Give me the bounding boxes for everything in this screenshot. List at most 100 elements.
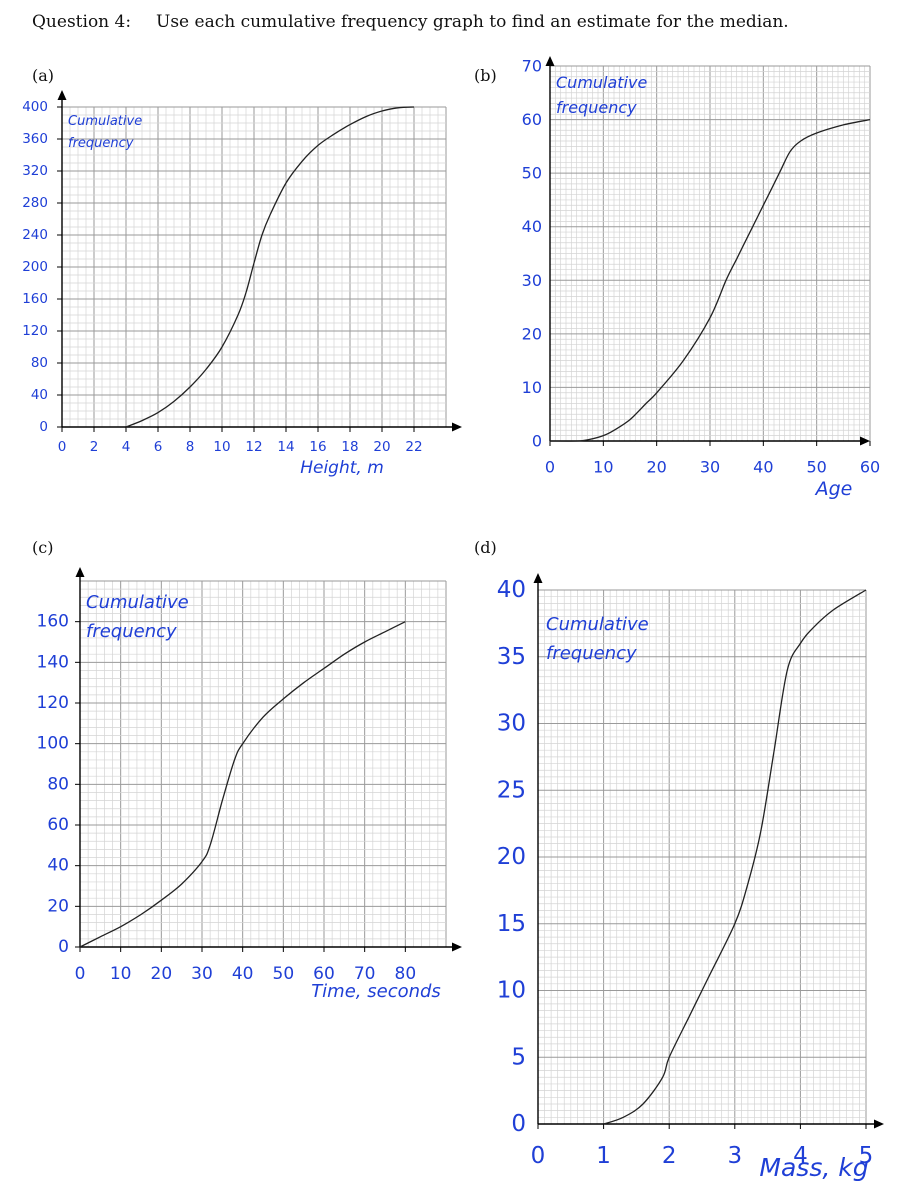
x-tick-label: 70 bbox=[354, 964, 376, 984]
y-tick-label: 0 bbox=[532, 432, 542, 451]
x-tick-label: 5 bbox=[859, 1143, 874, 1169]
chart-b: 0 10 20 30 40 50 60 70 0 10 20 30 40 50 60 Age Cumulativ… bbox=[522, 56, 880, 500]
x-tick-label: 22 bbox=[405, 439, 422, 455]
x-tick-label: 10 bbox=[593, 458, 613, 477]
y-tick-label: 20 bbox=[47, 896, 69, 916]
cumulative-frequency-curve bbox=[79, 621, 406, 948]
question-number: Question 4: bbox=[32, 12, 132, 32]
x-axis-label: Time, seconds bbox=[311, 981, 441, 1002]
y-tick-label: 0 bbox=[39, 419, 48, 435]
y-axis-label-line: Cumulative bbox=[556, 73, 647, 92]
cumulative-frequency-curve bbox=[549, 118, 871, 442]
x-tick-label: 60 bbox=[313, 964, 335, 984]
y-axis-label-line: frequency bbox=[68, 136, 134, 151]
y-axis-label: Cumulative frequency bbox=[546, 614, 649, 664]
x-axis-label: Mass, kg bbox=[759, 1153, 868, 1182]
y-tick-label: 15 bbox=[497, 911, 526, 937]
x-tick-label: 2 bbox=[662, 1143, 677, 1169]
y-tick-label: 160 bbox=[22, 291, 48, 307]
x-tick-label: 40 bbox=[753, 458, 773, 477]
chart-d-grid bbox=[537, 589, 867, 1125]
y-axis-label-line: frequency bbox=[546, 643, 637, 664]
x-tick-label: 1 bbox=[596, 1143, 611, 1169]
y-tick-label: 35 bbox=[497, 644, 526, 670]
y-tick-label: 0 bbox=[511, 1111, 526, 1137]
x-tick-label: 0 bbox=[58, 439, 67, 455]
x-tick-label: 30 bbox=[191, 964, 213, 984]
x-tick-label: 20 bbox=[373, 439, 390, 455]
y-tick-label: 200 bbox=[22, 259, 48, 275]
y-tick-label: 20 bbox=[497, 844, 526, 870]
x-tick-label: 8 bbox=[186, 439, 195, 455]
x-tick-label: 18 bbox=[341, 439, 358, 455]
part-d-label: (d) bbox=[474, 538, 497, 557]
y-tick-label: 0 bbox=[58, 937, 69, 957]
x-tick-label: 50 bbox=[273, 964, 295, 984]
y-tick-label: 140 bbox=[37, 652, 69, 672]
x-tick-label: 0 bbox=[75, 964, 86, 984]
cumulative-frequency-curve bbox=[125, 106, 415, 428]
y-tick-label: 60 bbox=[47, 815, 69, 835]
y-tick-label: 320 bbox=[22, 163, 48, 179]
y-tick-label: 10 bbox=[497, 978, 526, 1004]
x-tick-label: 20 bbox=[151, 964, 173, 984]
x-axis-arrow-icon bbox=[452, 942, 462, 952]
y-axis-arrow-icon bbox=[545, 56, 555, 66]
chart-c-grid bbox=[79, 580, 447, 948]
y-tick-label: 240 bbox=[22, 227, 48, 243]
y-tick-label: 20 bbox=[522, 324, 542, 343]
part-b-label: (b) bbox=[474, 66, 497, 85]
y-axis-label: Cumulative frequency bbox=[556, 73, 647, 117]
y-tick-label: 70 bbox=[522, 57, 542, 76]
chart-a-grid bbox=[61, 106, 447, 428]
x-tick-label: 10 bbox=[213, 439, 230, 455]
x-tick-label: 20 bbox=[646, 458, 666, 477]
x-tick-label: 16 bbox=[309, 439, 326, 455]
y-tick-label: 30 bbox=[522, 271, 542, 290]
y-axis-arrow-icon bbox=[533, 573, 543, 583]
chart-a: 0 40 80 120 160 200 240 280 320 360 400 0 2 4 6 8 10 12 14… bbox=[22, 90, 462, 478]
x-tick-label: 0 bbox=[531, 1143, 546, 1169]
x-axis-arrow-icon bbox=[452, 422, 462, 432]
y-tick-label: 120 bbox=[37, 693, 69, 713]
question-heading: Question 4: Use each cumulative frequency… bbox=[32, 12, 789, 32]
y-axis-arrow-icon bbox=[57, 90, 67, 100]
x-axis-label: Age bbox=[814, 478, 853, 500]
y-tick-label: 60 bbox=[522, 110, 542, 129]
y-tick-label: 40 bbox=[31, 387, 48, 403]
y-tick-label: 40 bbox=[522, 217, 542, 236]
x-tick-label: 6 bbox=[154, 439, 163, 455]
y-axis-arrow-icon bbox=[75, 567, 85, 577]
y-tick-label: 25 bbox=[497, 777, 526, 803]
y-axis-label: Cumulative frequency bbox=[68, 114, 142, 151]
x-tick-label: 0 bbox=[545, 458, 555, 477]
x-tick-label: 14 bbox=[277, 439, 294, 455]
part-c-label: (c) bbox=[32, 538, 54, 557]
cumulative-frequency-curve bbox=[603, 589, 867, 1125]
x-tick-label: 40 bbox=[232, 964, 254, 984]
y-tick-label: 40 bbox=[497, 577, 526, 603]
y-axis-label-line: Cumulative bbox=[86, 592, 189, 613]
y-tick-label: 40 bbox=[47, 856, 69, 876]
y-tick-label: 400 bbox=[22, 99, 48, 115]
y-tick-label: 80 bbox=[47, 774, 69, 794]
x-axis-arrow-icon bbox=[860, 436, 870, 446]
question-text: Use each cumulative frequency graph to f… bbox=[156, 12, 789, 32]
x-tick-label: 30 bbox=[700, 458, 720, 477]
x-tick-label: 3 bbox=[727, 1143, 742, 1169]
y-tick-label: 50 bbox=[522, 164, 542, 183]
x-tick-label: 12 bbox=[245, 439, 262, 455]
x-tick-label: 2 bbox=[90, 439, 99, 455]
y-axis-label-line: frequency bbox=[86, 621, 177, 642]
y-axis-label-line: Cumulative bbox=[68, 114, 142, 129]
x-tick-label: 60 bbox=[860, 458, 880, 477]
x-axis-label: Height, m bbox=[300, 458, 384, 478]
x-tick-label: 80 bbox=[395, 964, 417, 984]
y-tick-label: 30 bbox=[497, 711, 526, 737]
y-axis-label-line: frequency bbox=[556, 98, 637, 117]
y-tick-label: 5 bbox=[511, 1044, 526, 1070]
y-tick-label: 10 bbox=[522, 378, 542, 397]
